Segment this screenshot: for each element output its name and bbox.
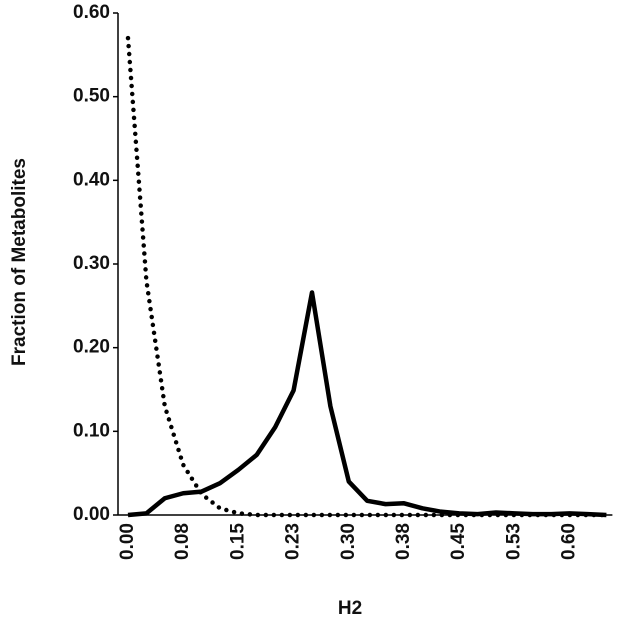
x-tick-label: 0.00	[117, 523, 138, 560]
x-tick-label: 0.08	[172, 523, 193, 560]
y-tick-label: 0.50	[73, 86, 110, 107]
x-tick-label: 0.45	[448, 523, 469, 560]
x-tick-label: 0.60	[559, 523, 580, 560]
x-tick-label: 0.23	[283, 523, 304, 560]
x-axis-label: H2	[338, 598, 362, 619]
x-tick-label: 0.38	[393, 523, 414, 560]
y-tick-label: 0.20	[73, 337, 110, 358]
y-tick-label: 0.00	[73, 504, 110, 525]
y-axis-label: Fraction of Metabolites	[9, 158, 30, 366]
series-line	[127, 290, 607, 518]
y-tick-label: 0.10	[73, 420, 110, 441]
y-tick-label: 0.60	[73, 2, 110, 23]
y-tick-label: 0.40	[73, 169, 110, 190]
x-tick-label: 0.53	[503, 523, 524, 560]
x-tick-label: 0.15	[227, 523, 248, 560]
series-line	[125, 35, 609, 518]
y-tick-label: 0.30	[73, 253, 110, 274]
x-tick-label: 0.30	[338, 523, 359, 560]
